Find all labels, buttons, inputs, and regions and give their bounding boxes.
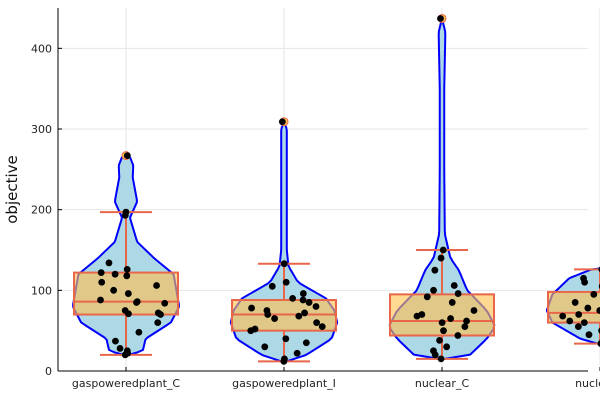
- data-point: [135, 328, 143, 336]
- y-tick-label: 100: [31, 284, 52, 297]
- y-tick-label: 200: [31, 204, 52, 217]
- data-point: [97, 296, 104, 304]
- data-point: [133, 298, 141, 306]
- data-point: [261, 343, 269, 351]
- data-point: [596, 307, 600, 314]
- data-point: [98, 278, 106, 286]
- data-point: [448, 299, 456, 306]
- group-gaspoweredplant_I: [229, 117, 339, 365]
- data-point: [105, 259, 113, 267]
- data-point: [463, 317, 470, 325]
- x-tick-label: nuclear_C: [415, 377, 470, 390]
- data-point: [281, 355, 288, 363]
- data-point: [454, 290, 462, 297]
- data-point: [111, 270, 119, 278]
- box: [547, 290, 600, 324]
- group-nuclear_I: [545, 266, 600, 347]
- data-point: [282, 278, 290, 286]
- x-tick-label: gaspoweredplant_C: [72, 377, 181, 390]
- data-point: [438, 319, 446, 326]
- data-point: [278, 118, 286, 126]
- data-point: [268, 282, 276, 290]
- data-point: [447, 315, 454, 322]
- data-point: [302, 339, 310, 347]
- data-point: [301, 309, 308, 317]
- data-point: [437, 355, 445, 363]
- group-gaspoweredplant_C: [72, 151, 180, 359]
- data-point: [318, 323, 326, 331]
- data-point: [121, 307, 129, 314]
- y-tick-label: 400: [31, 42, 52, 55]
- data-point: [574, 323, 582, 331]
- group-nuclear_C: [388, 13, 496, 363]
- data-point: [423, 293, 431, 301]
- data-point: [263, 307, 271, 314]
- data-point: [440, 327, 447, 335]
- data-point: [566, 317, 574, 325]
- data-point: [251, 325, 259, 333]
- data-point: [559, 312, 567, 320]
- data-point: [110, 286, 118, 294]
- data-point: [461, 323, 469, 331]
- y-tick-label: 300: [31, 123, 52, 136]
- axes-layer: 0 100 200 300 400 gaspoweredplant_C gaspowered…: [3, 8, 600, 390]
- data-point: [161, 299, 169, 307]
- data-point: [123, 347, 131, 355]
- data-point: [271, 315, 278, 322]
- data-point: [437, 254, 445, 262]
- data-point: [154, 319, 162, 326]
- data-point: [282, 335, 290, 343]
- data-point: [295, 312, 303, 320]
- data-point: [430, 286, 437, 294]
- data-point: [154, 309, 162, 317]
- data-point: [418, 311, 426, 318]
- data-point: [293, 349, 301, 357]
- x-tick-label: nuclear_I: [575, 377, 600, 390]
- data-point: [439, 246, 447, 254]
- data-point: [313, 319, 320, 326]
- data-point: [312, 303, 320, 310]
- data-point: [112, 337, 119, 345]
- data-point: [437, 15, 444, 22]
- data-point: [305, 299, 313, 306]
- data-point: [124, 290, 132, 297]
- data-point: [299, 296, 307, 304]
- data-point: [580, 274, 587, 282]
- data-point: [470, 307, 478, 314]
- data-point: [590, 290, 598, 298]
- data-point: [289, 295, 297, 302]
- data-point: [584, 304, 592, 312]
- x-tick-label: gaspoweredplant_I: [232, 377, 336, 390]
- data-point: [153, 282, 160, 289]
- data-point: [585, 331, 593, 339]
- data-point: [443, 343, 451, 351]
- plot-layer: [72, 13, 600, 365]
- data-point: [450, 282, 458, 289]
- data-point: [430, 347, 437, 355]
- y-axis-title: objective: [3, 155, 21, 224]
- data-point: [123, 152, 131, 160]
- data-point: [431, 266, 439, 274]
- data-point: [122, 208, 130, 216]
- data-point: [575, 311, 583, 318]
- data-point: [597, 340, 600, 347]
- data-point: [580, 319, 588, 326]
- data-point: [436, 336, 443, 344]
- data-point: [123, 272, 131, 280]
- data-point: [97, 269, 105, 276]
- data-point: [116, 345, 124, 352]
- data-point: [571, 299, 579, 306]
- data-point: [280, 260, 288, 268]
- data-point: [123, 265, 131, 273]
- data-point: [454, 332, 462, 339]
- y-tick-label: 0: [45, 365, 52, 378]
- data-point: [248, 304, 255, 312]
- data-point: [299, 290, 307, 297]
